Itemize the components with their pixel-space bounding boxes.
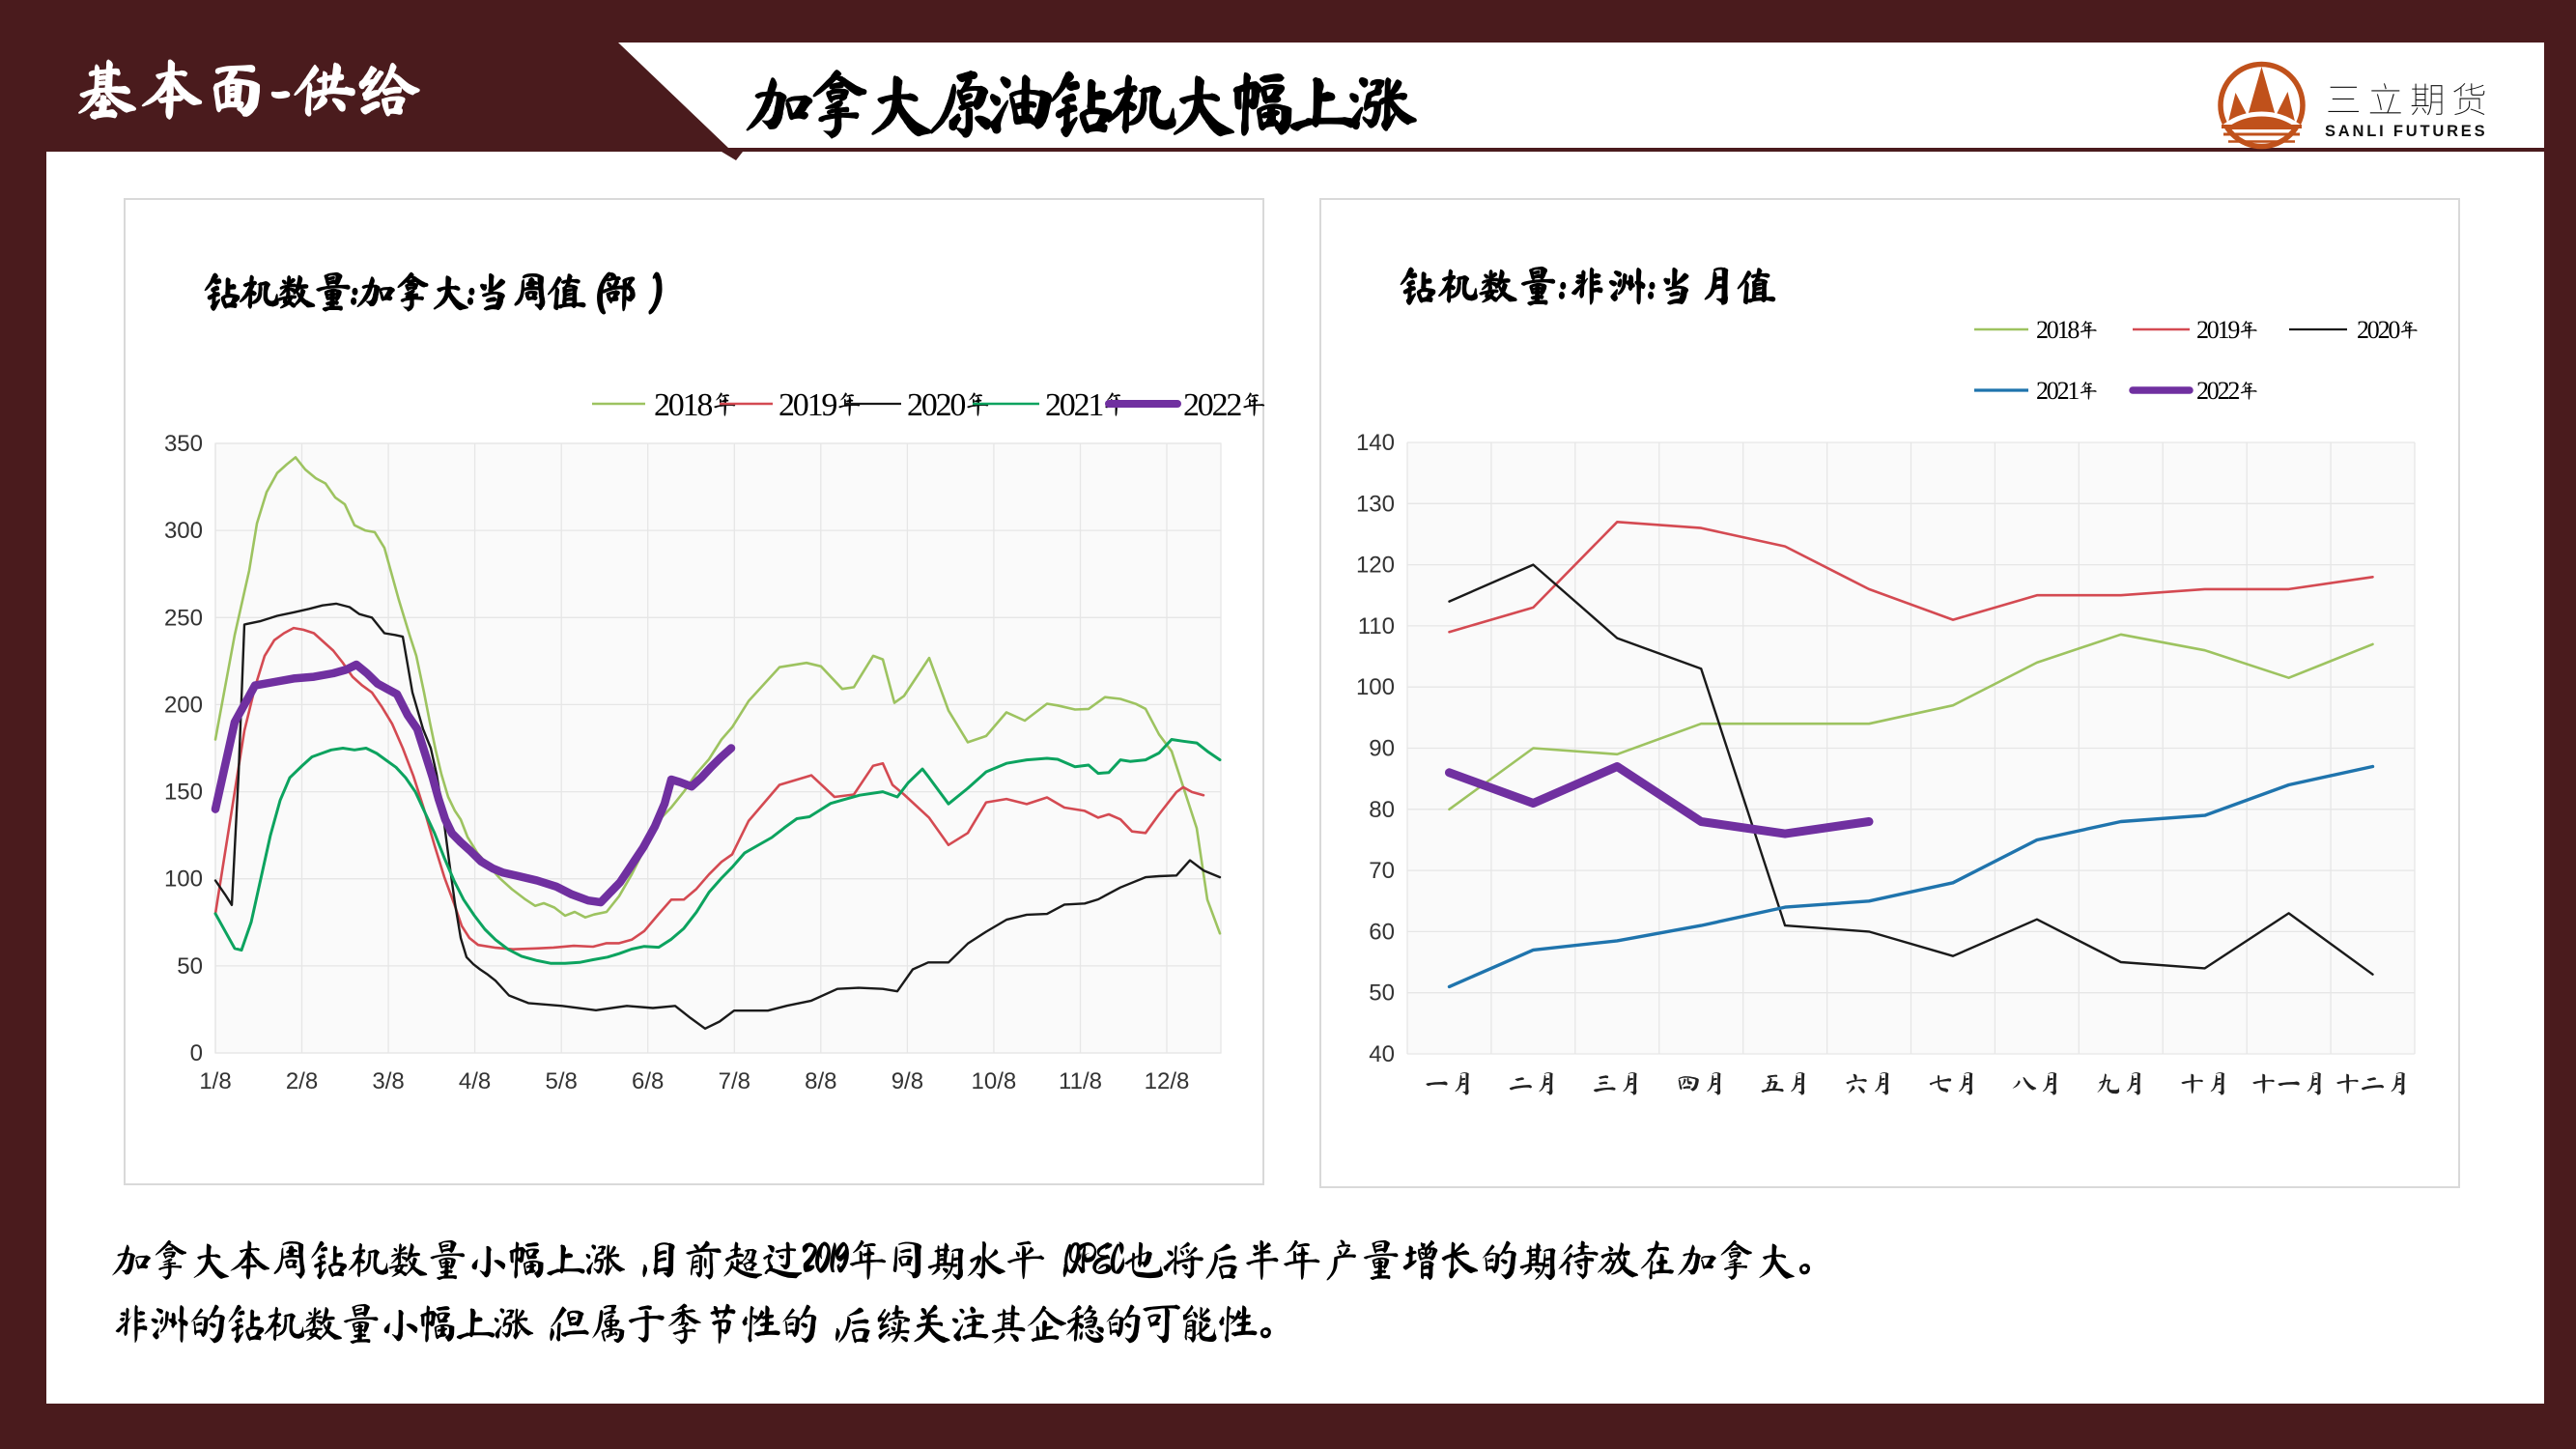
svg-text:60: 60	[1369, 919, 1395, 945]
svg-text:11/8: 11/8	[1059, 1068, 1102, 1094]
svg-text:150: 150	[164, 780, 203, 806]
svg-text:80: 80	[1369, 797, 1395, 823]
svg-text:6/8: 6/8	[632, 1068, 664, 1094]
svg-text:2022: 2022	[1183, 387, 1241, 423]
svg-text:250: 250	[164, 605, 203, 631]
svg-text:120: 120	[1356, 553, 1395, 579]
svg-text:350: 350	[164, 431, 203, 457]
svg-text:0: 0	[190, 1040, 203, 1066]
svg-text:5/8: 5/8	[546, 1068, 578, 1094]
svg-text:40: 40	[1369, 1041, 1395, 1067]
svg-text:100: 100	[164, 867, 203, 893]
svg-text:70: 70	[1369, 858, 1395, 884]
svg-text:2020: 2020	[907, 387, 965, 423]
svg-text:SANLI FUTURES: SANLI FUTURES	[2325, 123, 2487, 140]
svg-text:2019: 2019	[2196, 316, 2239, 344]
svg-text:200: 200	[164, 692, 203, 718]
svg-text:3/8: 3/8	[372, 1068, 404, 1094]
svg-text:140: 140	[1356, 430, 1395, 456]
svg-text:2019: 2019	[778, 387, 836, 423]
svg-text:9/8: 9/8	[892, 1068, 923, 1094]
svg-text:100: 100	[1356, 674, 1395, 700]
svg-text:8/8: 8/8	[805, 1068, 836, 1094]
svg-text:12/8: 12/8	[1145, 1068, 1190, 1094]
svg-text:1/8: 1/8	[199, 1068, 231, 1094]
svg-text:2021: 2021	[2036, 377, 2079, 405]
svg-text:50: 50	[1369, 980, 1395, 1007]
svg-text:4/8: 4/8	[459, 1068, 491, 1094]
svg-text:2020: 2020	[2357, 316, 2400, 344]
svg-text:110: 110	[1358, 613, 1395, 639]
svg-text:130: 130	[1356, 491, 1395, 517]
svg-text:2021: 2021	[1045, 387, 1102, 423]
svg-text:90: 90	[1369, 736, 1395, 762]
svg-text:50: 50	[177, 953, 203, 980]
svg-text:2018: 2018	[654, 387, 712, 423]
svg-text:300: 300	[164, 518, 203, 544]
svg-text:2022: 2022	[2196, 377, 2239, 405]
svg-text:2018: 2018	[2036, 316, 2080, 344]
svg-text:2/8: 2/8	[286, 1068, 318, 1094]
svg-text:10/8: 10/8	[972, 1068, 1017, 1094]
svg-text:7/8: 7/8	[719, 1068, 750, 1094]
